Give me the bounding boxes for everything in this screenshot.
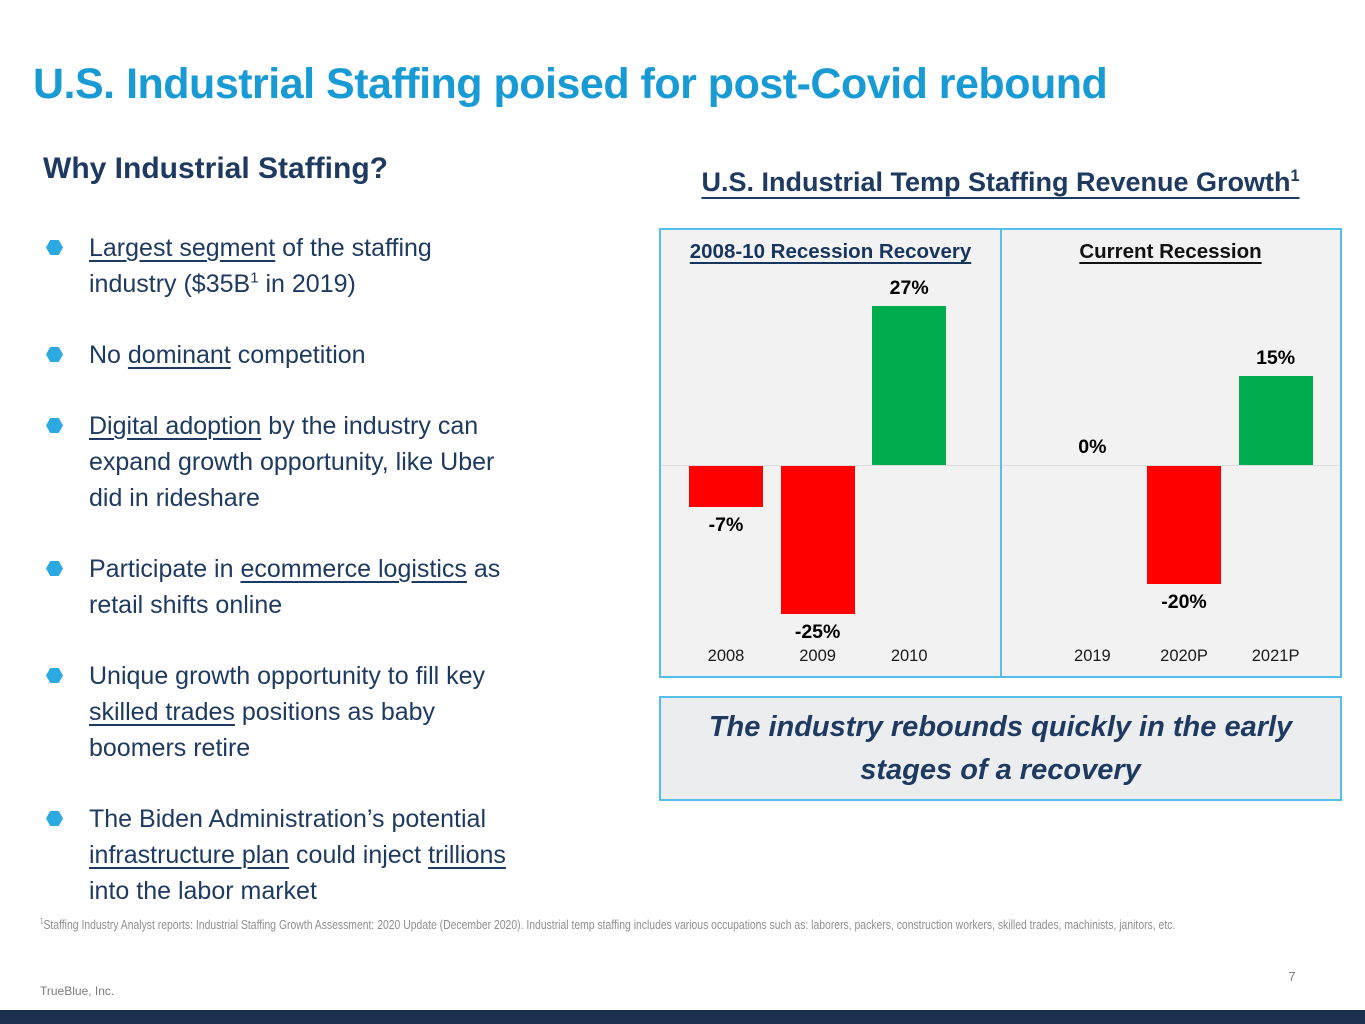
- bullet-item: No dominant competition: [43, 337, 618, 373]
- bar-2021P: [1238, 376, 1313, 465]
- bar-2020P: [1147, 466, 1221, 584]
- bullet-item: Participate in ecommerce logistics as ret…: [43, 551, 618, 623]
- bullet-text: Participate in ecommerce logistics as ret…: [89, 555, 501, 619]
- bullet-text: Largest segment of the staffing industry …: [89, 234, 432, 298]
- panel-divider: [1000, 230, 1002, 676]
- bar-value-label-2009: -25%: [794, 621, 841, 643]
- x-axis-label-2021P: 2021P: [1251, 647, 1300, 665]
- bar-value-label-2020P: -20%: [1161, 591, 1207, 613]
- chart-title-superscript: 1: [1290, 167, 1300, 185]
- bar-value-label-2008: -7%: [708, 514, 744, 536]
- bar-2009: [780, 466, 855, 614]
- bullet-list: Largest segment of the staffing industry …: [43, 230, 618, 909]
- hexagon-bullet-icon: [46, 561, 63, 576]
- hexagon-bullet-icon: [46, 347, 63, 362]
- hexagon-bullet-icon: [46, 811, 63, 826]
- x-axis-label-2008: 2008: [707, 647, 745, 665]
- bullet-text: The Biden Administration’s potential infr…: [89, 805, 506, 905]
- hexagon-bullet-icon: [46, 240, 63, 255]
- bullet-text: Unique growth opportunity to fill key ski…: [89, 662, 486, 762]
- bottom-bar: [0, 1010, 1365, 1024]
- bar-value-label-2019: 0%: [1078, 436, 1107, 458]
- bullet-item: Largest segment of the staffing industry …: [43, 230, 618, 302]
- panel-header-current-recession: Current Recession: [1079, 240, 1262, 263]
- bullet-text: No dominant competition: [89, 341, 366, 369]
- bar-value-label-2010: 27%: [889, 277, 929, 299]
- bullet-item: Unique growth opportunity to fill key ski…: [43, 658, 618, 766]
- chart-title: U.S. Industrial Temp Staffing Revenue Gr…: [659, 167, 1342, 198]
- callout-text: The industry rebounds quickly in the ear…: [708, 711, 1293, 786]
- bar-value-label-2021P: 15%: [1256, 347, 1296, 369]
- x-axis-label-2020P: 2020P: [1160, 647, 1208, 665]
- x-axis-label-2019: 2019: [1074, 647, 1111, 665]
- bullet-item: The Biden Administration’s potential infr…: [43, 801, 618, 909]
- why-heading: Why Industrial Staffing?: [43, 152, 388, 185]
- slide-title: U.S. Industrial Staffing poised for post…: [33, 60, 1108, 108]
- footer-company: TrueBlue, Inc.: [40, 984, 115, 998]
- x-axis-label-2010: 2010: [890, 647, 928, 665]
- hexagon-bullet-icon: [46, 668, 63, 683]
- footnote: 1Staffing Industry Analyst reports: Indu…: [40, 916, 1176, 932]
- x-axis-label-2009: 2009: [799, 647, 836, 665]
- bullet-text: Digital adoption by the industry can expa…: [89, 412, 495, 512]
- chart-box: 2008-10 Recession Recovery Current Reces…: [659, 228, 1342, 678]
- bar-2008: [689, 466, 763, 507]
- chart-title-text: U.S. Industrial Temp Staffing Revenue Gr…: [701, 167, 1291, 197]
- hexagon-bullet-icon: [46, 418, 63, 433]
- callout-box: The industry rebounds quickly in the ear…: [659, 696, 1342, 801]
- page-number: 7: [1288, 969, 1296, 984]
- bar-2010: [872, 306, 947, 465]
- panel-header-recession-recovery: 2008-10 Recession Recovery: [689, 240, 972, 263]
- bullet-item: Digital adoption by the industry can expa…: [43, 408, 618, 516]
- left-column: Why Industrial Staffing? Largest segment…: [43, 152, 618, 944]
